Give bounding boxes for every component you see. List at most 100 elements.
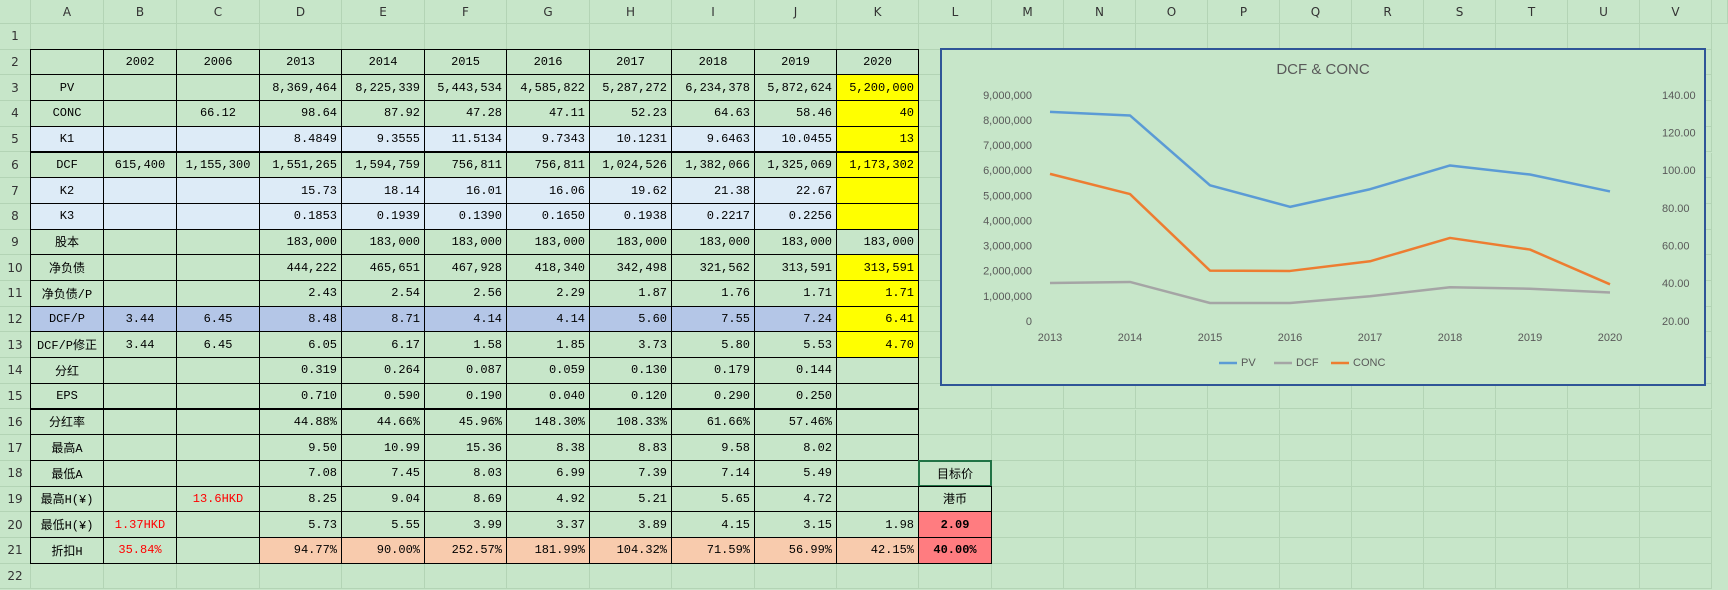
cell[interactable]: 2019 — [754, 48, 837, 76]
cell[interactable] — [103, 202, 177, 230]
cell[interactable] — [1136, 24, 1208, 50]
cell[interactable]: 47.11 — [506, 100, 590, 127]
cell[interactable]: 6.05 — [259, 331, 342, 359]
cell[interactable] — [1352, 460, 1424, 487]
cell[interactable] — [1064, 460, 1136, 487]
cell[interactable]: 0.1853 — [259, 202, 342, 230]
cell[interactable] — [31, 563, 104, 590]
cell[interactable]: 56.99% — [754, 537, 837, 564]
cell[interactable]: 1,173,302 — [836, 151, 919, 179]
cell[interactable] — [1352, 435, 1424, 461]
cell[interactable] — [1640, 24, 1712, 50]
cell[interactable] — [507, 24, 590, 50]
cell[interactable] — [176, 254, 260, 281]
cell[interactable] — [1496, 460, 1568, 487]
cell[interactable]: 44.66% — [341, 408, 425, 436]
cell[interactable]: 3.15 — [754, 511, 837, 538]
cell[interactable] — [176, 74, 260, 102]
cell[interactable]: 10.0455 — [754, 125, 837, 153]
cell[interactable] — [1568, 409, 1640, 436]
cell[interactable]: 4,585,822 — [506, 74, 590, 102]
cell[interactable]: 5.55 — [341, 511, 425, 538]
cell[interactable] — [1136, 460, 1208, 487]
cell[interactable] — [836, 459, 919, 487]
cell[interactable] — [103, 280, 177, 307]
cell[interactable]: 6.45 — [176, 331, 260, 359]
cell[interactable] — [1280, 435, 1352, 461]
cell[interactable] — [177, 563, 260, 590]
cell[interactable]: 8.4849 — [259, 125, 342, 153]
cell[interactable]: 4.70 — [836, 331, 919, 359]
cell[interactable]: 9.50 — [259, 434, 342, 461]
cell[interactable] — [1136, 435, 1208, 461]
cell[interactable] — [1064, 409, 1136, 436]
cell[interactable] — [836, 485, 919, 513]
cell[interactable]: 7.45 — [341, 459, 425, 487]
cell[interactable] — [1064, 486, 1136, 513]
cell[interactable]: DCF/P — [30, 305, 104, 333]
cell[interactable]: 3.99 — [424, 511, 507, 538]
cell[interactable] — [1568, 383, 1640, 410]
cell[interactable] — [1640, 460, 1712, 487]
cell[interactable] — [176, 408, 260, 436]
cell[interactable]: 467,928 — [424, 254, 507, 281]
cell[interactable]: 615,400 — [103, 151, 177, 179]
cell[interactable]: 19.62 — [589, 177, 672, 204]
cell[interactable]: 0.264 — [341, 357, 425, 384]
cell[interactable]: 5.60 — [589, 305, 672, 333]
cell[interactable] — [836, 408, 919, 436]
cell[interactable]: 2.43 — [259, 280, 342, 307]
cell[interactable]: 0.059 — [506, 357, 590, 384]
cell[interactable]: 8,225,339 — [341, 74, 425, 102]
cell[interactable]: 1.76 — [671, 280, 755, 307]
cell[interactable] — [919, 563, 992, 590]
cell[interactable]: 42.15% — [836, 537, 919, 564]
cell[interactable]: 8.69 — [424, 485, 507, 513]
cell[interactable] — [1352, 409, 1424, 436]
cell[interactable] — [992, 409, 1064, 436]
cell[interactable] — [1352, 538, 1424, 564]
cell[interactable]: 5,872,624 — [754, 74, 837, 102]
cell[interactable]: 1.58 — [424, 331, 507, 359]
cell[interactable] — [1640, 435, 1712, 461]
cell[interactable]: 0.120 — [589, 382, 672, 410]
cell[interactable] — [1208, 409, 1280, 436]
cell[interactable]: 15.36 — [424, 434, 507, 461]
cell[interactable]: 7.39 — [589, 459, 672, 487]
cell[interactable]: 6.99 — [506, 459, 590, 487]
cell[interactable]: 净负债/P — [30, 280, 104, 307]
cell[interactable]: 465,651 — [341, 254, 425, 281]
cell[interactable]: EPS — [30, 382, 104, 410]
cell[interactable]: 6.41 — [836, 305, 919, 333]
cell[interactable]: 4.14 — [424, 305, 507, 333]
cell[interactable]: 1,382,066 — [671, 151, 755, 179]
cell[interactable]: 16.06 — [506, 177, 590, 204]
cell[interactable]: 3.37 — [506, 511, 590, 538]
cell[interactable] — [1136, 383, 1208, 410]
cell[interactable]: 15.73 — [259, 177, 342, 204]
cell[interactable] — [1640, 512, 1712, 538]
cell[interactable]: 0.179 — [671, 357, 755, 384]
cell[interactable]: 6.45 — [176, 305, 260, 333]
cell[interactable]: 0.590 — [341, 382, 425, 410]
cell[interactable] — [103, 408, 177, 436]
cell[interactable] — [31, 24, 104, 50]
cell[interactable]: 3.89 — [589, 511, 672, 538]
cell[interactable]: 94.77% — [259, 537, 342, 564]
cell[interactable] — [1424, 563, 1496, 590]
cell[interactable]: 58.46 — [754, 100, 837, 127]
cell[interactable]: 52.23 — [589, 100, 672, 127]
cell[interactable] — [1352, 563, 1424, 590]
cell[interactable]: 183,000 — [259, 228, 342, 256]
cell[interactable] — [176, 280, 260, 307]
cell[interactable] — [992, 512, 1064, 538]
cell[interactable] — [507, 563, 590, 590]
cell[interactable] — [1424, 409, 1496, 436]
cell[interactable] — [1136, 409, 1208, 436]
cell[interactable] — [1424, 24, 1496, 50]
cell[interactable]: DCF — [30, 151, 104, 179]
cell[interactable] — [103, 228, 177, 256]
cell[interactable] — [1280, 512, 1352, 538]
cell[interactable]: 8.02 — [754, 434, 837, 461]
cell[interactable]: 1.71 — [754, 280, 837, 307]
